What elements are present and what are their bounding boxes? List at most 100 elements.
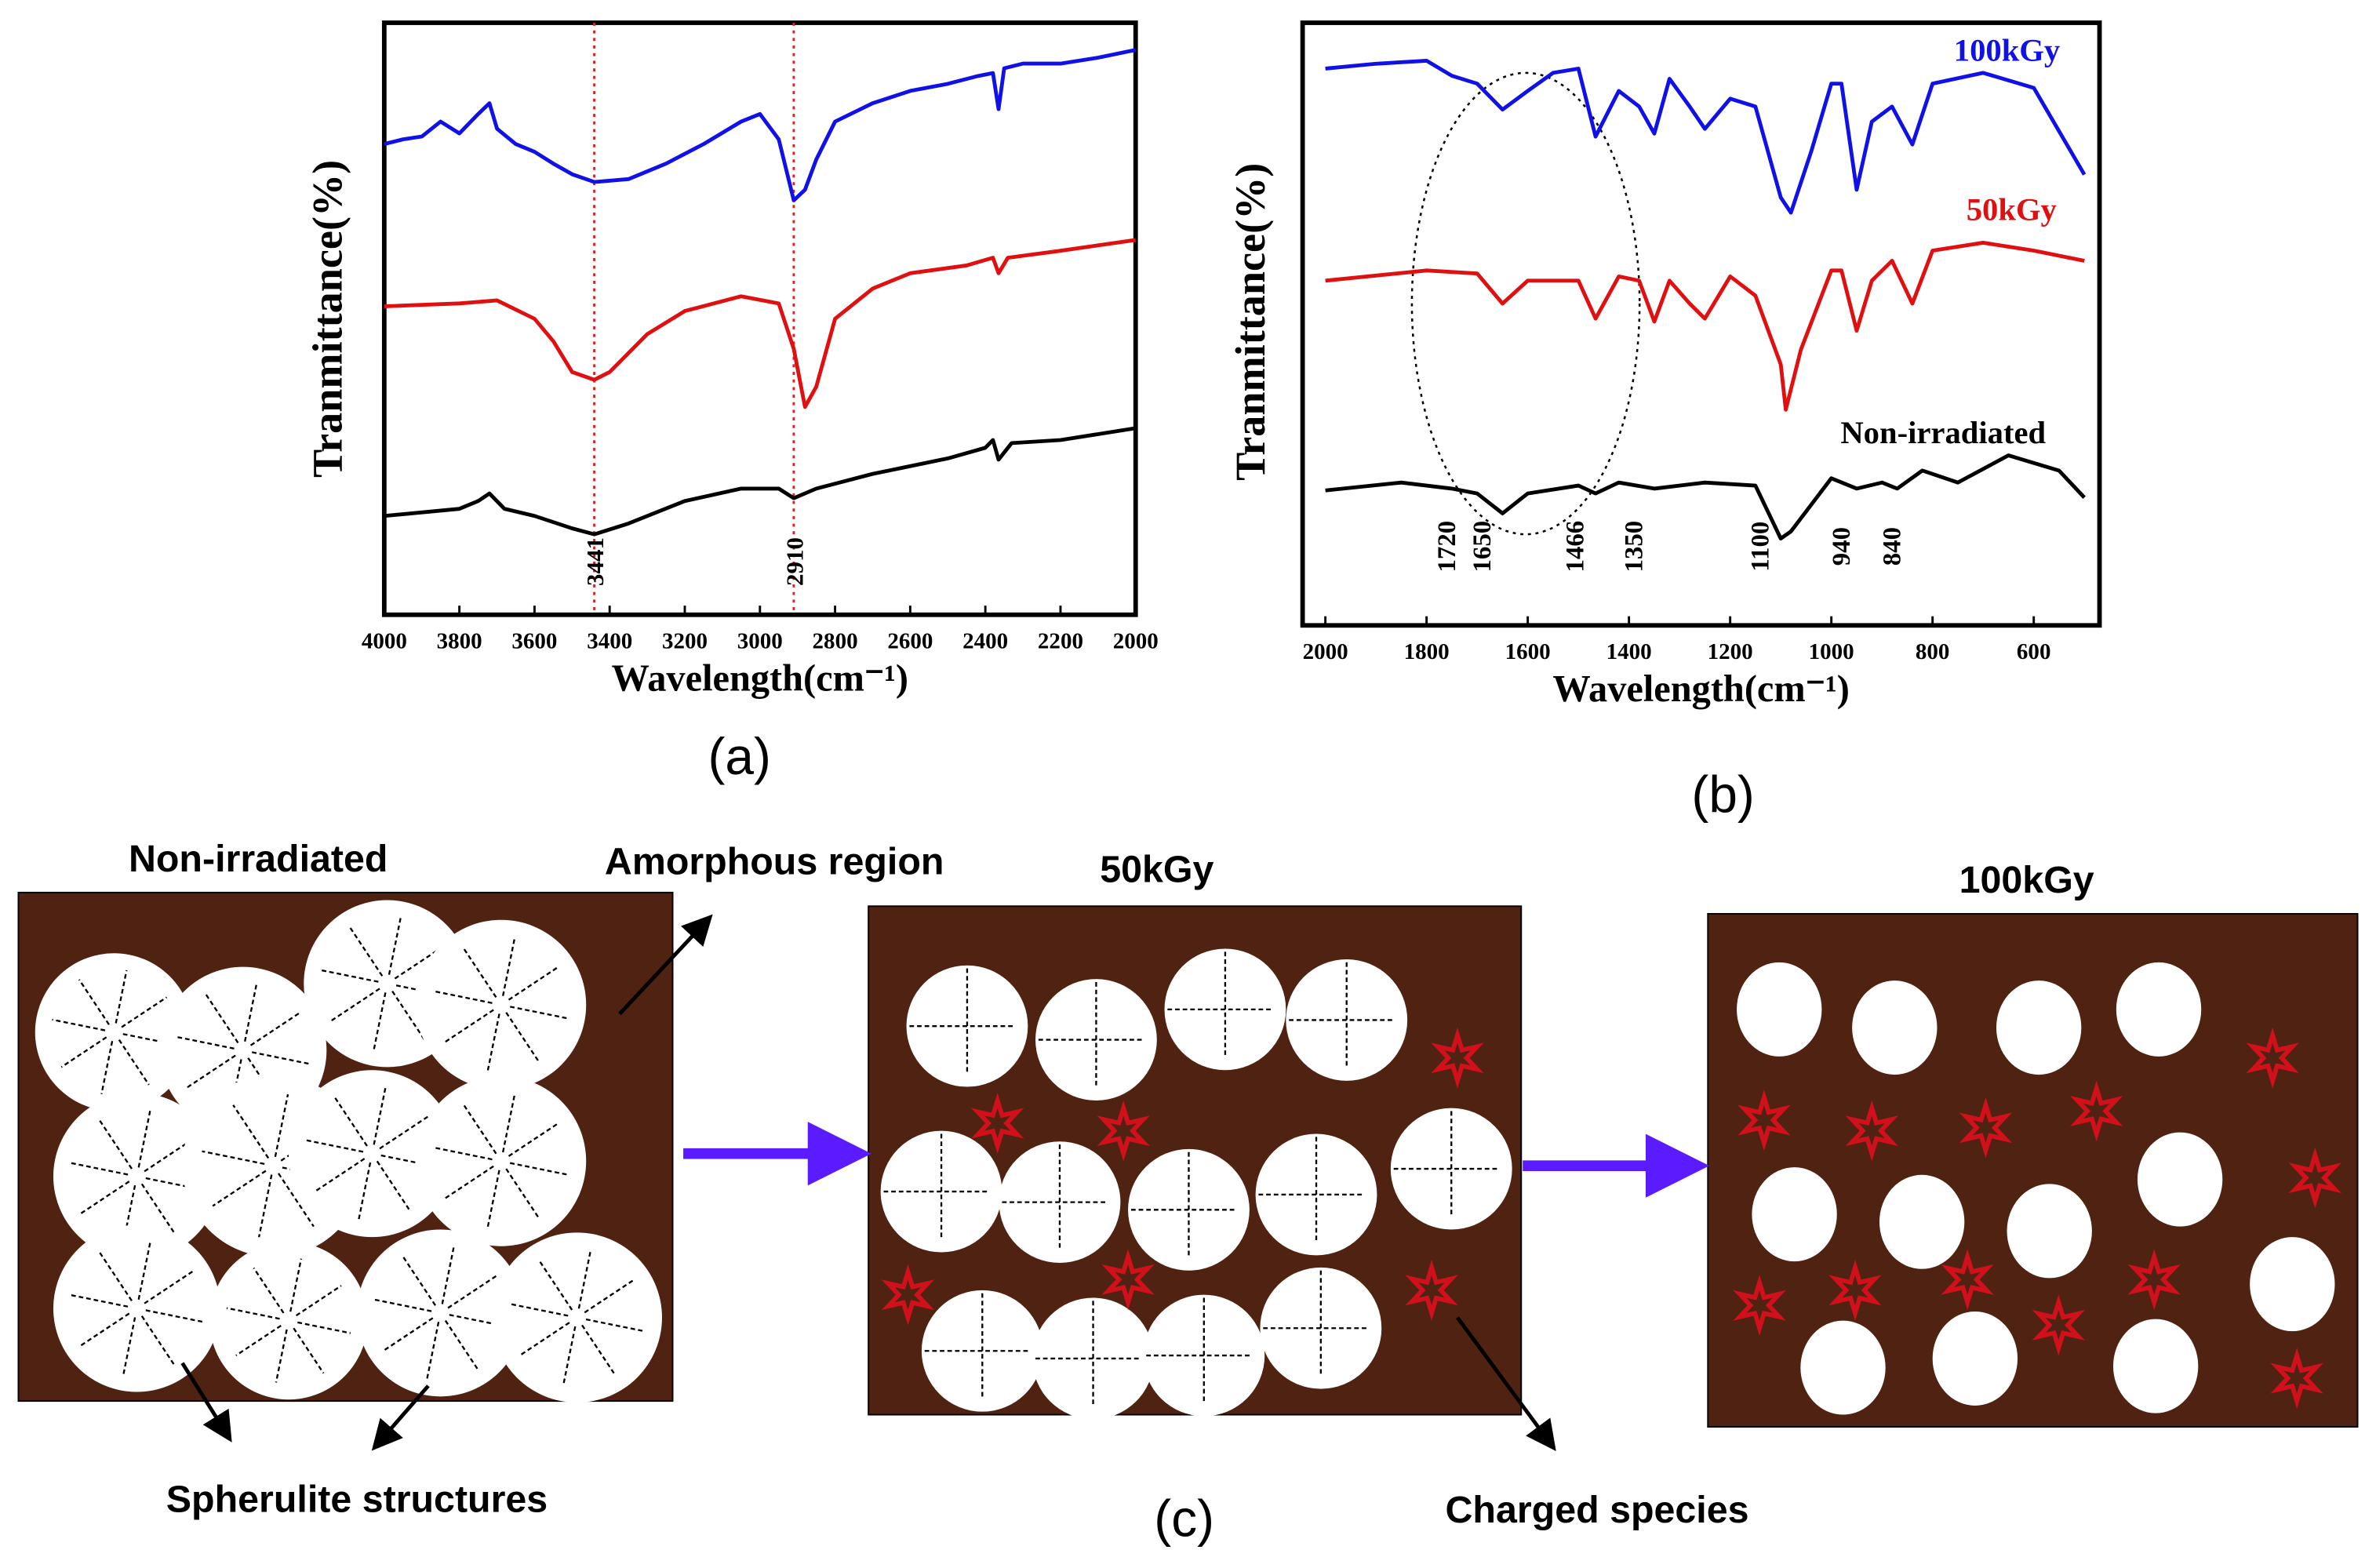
peak-label: 1466 <box>1562 521 1590 573</box>
peak-label: 1100 <box>1747 522 1775 572</box>
series-label: 50kGy <box>1967 192 2057 227</box>
charged-species <box>1845 1100 1899 1162</box>
x-tick-label: 2000 <box>1113 628 1159 653</box>
spherulite-ray <box>486 1170 500 1228</box>
spherulite-ray <box>100 1041 114 1095</box>
spectrum-line <box>1325 453 2086 541</box>
spherulite-ray <box>244 984 257 1042</box>
x-tick-label: 600 <box>2017 639 2051 664</box>
spherulite-ray <box>584 1279 635 1314</box>
x-tick-label: 1000 <box>1809 639 1854 664</box>
spherulite-ray <box>144 1271 194 1304</box>
spherulite-ray <box>502 937 516 996</box>
x-tick-label: 2600 <box>887 628 933 653</box>
spherulite-ray <box>462 948 497 999</box>
spectrum-line <box>1325 58 2087 215</box>
spherulite-ray <box>434 1147 493 1161</box>
crystallite <box>2007 1184 2092 1279</box>
charged-species <box>970 1093 1024 1154</box>
amorphous-label: Amorphous region <box>605 841 944 883</box>
spherulite-ray <box>226 1307 280 1320</box>
x-tick-label: 2200 <box>1038 628 1083 653</box>
spherulite-ray <box>585 1318 644 1333</box>
spherulite-ray <box>289 1258 303 1312</box>
x-axis-label: Wavelength(cm⁻¹) <box>1552 668 1849 710</box>
charged-species <box>1733 1275 1786 1337</box>
charged-species <box>2246 1027 2299 1089</box>
crystallite <box>1879 1174 1965 1269</box>
spherulite-ray <box>145 1309 203 1323</box>
spherulite-ray <box>253 1267 285 1314</box>
crystallite <box>1800 1320 1886 1415</box>
spherulite-ray <box>121 996 168 1028</box>
plot-frame <box>381 20 1138 617</box>
peak-label: 1350 <box>1620 521 1648 573</box>
spectrum-line <box>384 238 1137 409</box>
crystallite <box>1752 1167 1837 1262</box>
spherulite-ray <box>447 1275 497 1309</box>
spherulite-ray <box>349 927 384 977</box>
spherulite-ray <box>322 969 379 983</box>
pointer-arrow <box>1456 1316 1556 1452</box>
spherulite-ray <box>443 1009 494 1043</box>
spherulite <box>53 1224 220 1392</box>
spherulite-ray <box>441 1247 455 1304</box>
spherulite-ray <box>509 1006 569 1020</box>
x-tick-label: 3800 <box>437 628 482 653</box>
charged-species <box>2032 1294 2086 1356</box>
charged-species <box>881 1264 935 1326</box>
spherulite-ray <box>508 966 559 1001</box>
spherulite <box>288 1070 456 1238</box>
spherulite-ray <box>140 1315 175 1365</box>
spherulite-ray <box>538 1260 573 1311</box>
charged-species <box>1405 1259 1458 1321</box>
spherulite-ray <box>444 1319 478 1370</box>
charged-species <box>1941 1249 1994 1311</box>
spherulite-ray <box>358 1162 372 1220</box>
spherulite-ray <box>373 1088 387 1145</box>
panel-caption: (b) <box>1691 765 1754 823</box>
spherulite-ray <box>331 988 380 1021</box>
charged-species <box>1101 1249 1155 1311</box>
x-tick-label: 4000 <box>362 628 407 653</box>
spherulite-ray <box>315 1158 366 1191</box>
spherulite-ray <box>257 1174 273 1238</box>
pointer-arrow <box>371 1384 430 1451</box>
charged-species <box>2270 1348 2323 1410</box>
spherulite-ray <box>140 1183 175 1233</box>
spherulite-ray <box>505 1168 540 1219</box>
charged-species <box>2069 1080 2123 1142</box>
stage-label: 50kGy <box>1100 848 1213 890</box>
spherulite-ray <box>212 1170 267 1207</box>
x-tick-label: 3000 <box>737 628 783 653</box>
spherulite-ray <box>232 1104 270 1159</box>
spherulite-ray <box>137 1111 151 1168</box>
charged-species <box>1828 1259 1882 1321</box>
spherulite-ray <box>71 1162 129 1176</box>
spherulite-ray <box>187 1054 236 1089</box>
crystallite <box>1996 980 2082 1075</box>
spherulite-ray <box>71 1294 129 1308</box>
x-tick-label: 2800 <box>813 628 858 653</box>
pointer-arrow <box>180 1362 232 1442</box>
peak-label: 1720 <box>1433 521 1461 573</box>
spherulite-ray <box>122 1033 176 1046</box>
spherulite-ray <box>80 1181 130 1214</box>
spherulite-ray <box>78 979 110 1025</box>
spherulite-ray <box>306 1139 364 1153</box>
spherulite <box>416 919 587 1090</box>
peak-label: 840 <box>1878 527 1906 566</box>
stage-label: 100kGy <box>1959 859 2094 901</box>
x-tick-label: 1600 <box>1505 639 1551 664</box>
crystallite <box>1852 980 1938 1075</box>
x-tick-label: 3400 <box>587 628 632 653</box>
crystallite <box>1932 1311 2018 1406</box>
spherulite-ray <box>295 1285 342 1317</box>
spherulite-ray <box>80 1312 130 1347</box>
spherulite-ray <box>379 1115 428 1150</box>
spherulite-ray <box>581 1324 616 1375</box>
crystallite <box>1737 962 1822 1057</box>
spherulite <box>357 1229 524 1397</box>
spectrum-line <box>384 426 1137 537</box>
